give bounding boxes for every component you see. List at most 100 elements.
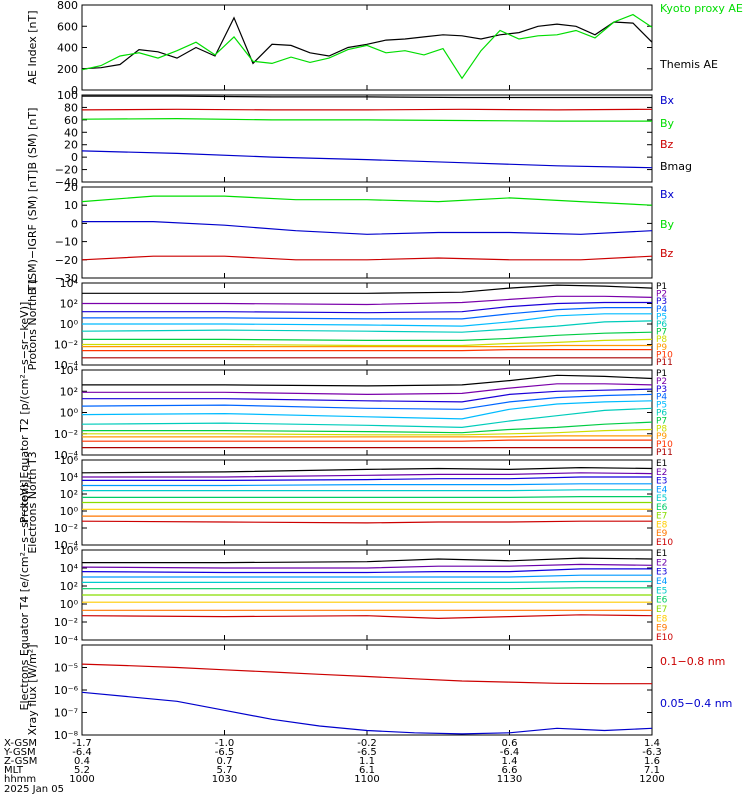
panel-3: 20 10 0 −10 −20 −30 B (SM)−IGRF (SM) [nT] Bx By B… — [26, 170, 675, 295]
legend-P4: P4 — [656, 393, 667, 403]
legend-Bx: Bx — [660, 188, 675, 201]
legend-P3: P3 — [656, 297, 667, 307]
legend-P4: P4 — [656, 305, 667, 315]
legend-E9: E9 — [656, 624, 668, 634]
y-tick-label: 100 — [57, 89, 78, 102]
legend-P1: P1 — [656, 369, 667, 379]
legend-Bx: Bx — [660, 94, 675, 107]
panel-6: 10⁶ 10⁴ 10² 10⁰ 10⁻² 10⁻⁴ Electrons North T3 E1… — [26, 451, 673, 553]
y-axis-label: Protons Equator T2 [p/(cm²−s−sr−keV)] — [18, 302, 31, 524]
y-tick-label: 800 — [57, 0, 78, 12]
series-line-E6 — [82, 587, 652, 590]
panel-frame — [81, 94, 653, 183]
series-line-P7 — [82, 421, 653, 434]
y-axis-label: Protons North T1 — [26, 278, 39, 371]
series-line-Bz — [81, 108, 653, 111]
y-tick-label: 10⁻² — [54, 428, 78, 441]
legend-E1: E1 — [656, 459, 667, 469]
series-line-P6 — [81, 407, 653, 429]
legend-P11: P11 — [656, 358, 673, 368]
footer-value: 7.1 — [644, 765, 660, 776]
y-tick-label: 10⁻⁸ — [54, 729, 79, 742]
series-line-Bmag — [82, 95, 652, 99]
panel-5: 10⁴ 10² 10⁰ 10⁻² 10⁻⁴ Protons Equator T2 [p/(… — [18, 302, 673, 524]
series-line-P2 — [82, 295, 653, 306]
y-tick-label: 20 — [64, 181, 78, 194]
series-line-E1 — [82, 557, 653, 564]
series-line-P4 — [82, 307, 652, 320]
footer-value: 1000 — [69, 774, 94, 785]
y-tick-label: 10⁰ — [60, 318, 79, 331]
series-line-0.1−0.8 nm — [81, 663, 652, 685]
footer-value: 1100 — [354, 774, 379, 785]
footer-value: 5.2 — [74, 765, 90, 776]
panel-8: 10⁻⁵ 10⁻⁶ 10⁻⁷ 10⁻⁸ Xray flux [W/m²] 0.1−0.8 … — [26, 644, 732, 742]
footer-value: 5.7 — [217, 765, 233, 776]
series-line-P5 — [82, 313, 652, 327]
footer-row-label: X-GSM — [4, 738, 37, 749]
legend-Bz: Bz — [660, 138, 674, 151]
legend-E7: E7 — [656, 512, 667, 522]
legend-E7: E7 — [656, 605, 667, 615]
legend-P7: P7 — [656, 416, 667, 426]
legend-P1: P1 — [656, 282, 667, 292]
series-line-Bx — [81, 150, 653, 169]
y-axis-label: AE Index [nT] — [26, 10, 39, 84]
series-line-P1 — [82, 374, 653, 387]
y-tick-label: 0 — [71, 84, 78, 97]
y-tick-label: 80 — [64, 101, 78, 114]
series-line-P6 — [81, 320, 653, 333]
panel-1: 800 600 400 200 0 AE Index [nT] Kyoto proxy AE… — [26, 0, 743, 97]
series-line-E4 — [82, 483, 652, 487]
series-line-Bx — [82, 221, 653, 235]
panel-frame — [81, 644, 653, 736]
y-tick-label: 200 — [57, 63, 78, 76]
legend-P9: P9 — [656, 343, 667, 353]
y-tick-label: −10 — [55, 236, 78, 249]
legend-0.1−0.8 nm: 0.1−0.8 nm — [660, 655, 725, 668]
y-tick-label: 10⁻² — [54, 522, 78, 535]
y-axis-label: B (SM) [nT] — [26, 108, 39, 170]
legend-E1: E1 — [656, 549, 667, 559]
y-tick-label: 10⁰ — [60, 505, 79, 518]
series-line-P3 — [82, 388, 653, 403]
footer-row-label: Y-GSM — [3, 747, 36, 758]
y-tick-label: 10⁻⁴ — [54, 539, 79, 552]
y-tick-label: 10⁴ — [60, 471, 79, 484]
footer-value: 1130 — [497, 774, 522, 785]
y-tick-label: 10 — [64, 199, 78, 212]
series-line-P5 — [81, 400, 653, 420]
series-line-P9 — [82, 435, 652, 438]
legend-E4: E4 — [656, 577, 668, 587]
series-line-E10 — [81, 520, 652, 524]
legend-Themis AE: Themis AE — [659, 58, 718, 71]
y-tick-label: 10⁶ — [60, 454, 79, 467]
series-line-P1 — [82, 284, 653, 294]
series-line-E4 — [82, 574, 652, 578]
y-tick-label: 10⁻⁷ — [54, 707, 78, 720]
legend-0.05−0.4 nm: 0.05−0.4 nm — [660, 697, 732, 710]
y-tick-label: 10⁻² — [54, 339, 78, 352]
legend-Bmag: Bmag — [660, 160, 692, 173]
footer-value: -0.2 — [357, 738, 377, 749]
series-line-E6 — [82, 496, 652, 498]
series-line-P3 — [82, 301, 652, 314]
legend-E10: E10 — [656, 633, 673, 643]
legend-E3: E3 — [656, 568, 667, 578]
footer-value: 0.6 — [502, 738, 518, 749]
panel-7: 10⁶ 10⁴ 10² 10⁰ 10⁻² 10⁻⁴ Electrons Equator T4… — [18, 480, 673, 711]
series-line-Kyoto proxy AE — [81, 13, 653, 80]
footer-value: 6.1 — [359, 765, 375, 776]
y-tick-label: −20 — [55, 164, 78, 177]
footer-row-label: Z-GSM — [4, 756, 37, 767]
legend-E2: E2 — [656, 468, 667, 478]
legend-P2: P2 — [656, 290, 667, 300]
legend-E10: E10 — [656, 538, 673, 548]
footer-value: -1.7 — [72, 738, 92, 749]
y-tick-label: 10⁰ — [60, 407, 79, 420]
y-axis-label: B (SM)−IGRF (SM) [nT] — [26, 170, 39, 295]
